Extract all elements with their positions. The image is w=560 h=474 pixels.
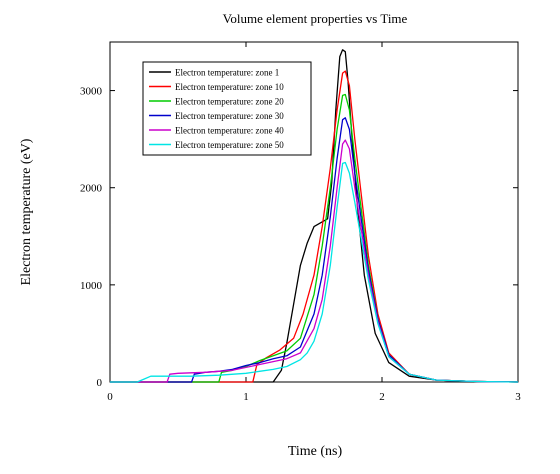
- y-tick-label: 3000: [80, 86, 103, 98]
- legend-box: [142, 61, 312, 156]
- legend-entry-label: Electron temperature: zone 30: [175, 111, 284, 121]
- legend-entry-label: Electron temperature: zone 40: [175, 126, 284, 136]
- legend-entry-label: Electron temperature: zone 10: [175, 82, 284, 92]
- plot-frame: [109, 41, 519, 383]
- x-tick-label: 3: [515, 391, 521, 403]
- y-tick-label: 0: [97, 377, 103, 389]
- y-tick-label: 2000: [80, 183, 103, 195]
- x-tick-label: 0: [107, 391, 113, 403]
- y-tick-label: 1000: [80, 280, 103, 292]
- series-line-6: [110, 161, 519, 383]
- chart-title: Volume element properties vs Time: [223, 11, 408, 26]
- series-line-1: [110, 49, 519, 383]
- legend-entry-label: Electron temperature: zone 50: [175, 140, 284, 150]
- legend: Electron temperature: zone 1 Electron tem…: [142, 61, 312, 156]
- y-axis-label: Electron temperature (eV): [19, 138, 34, 285]
- legend-entry-label: Electron temperature: zone 1: [175, 68, 279, 78]
- series-line-5: [110, 139, 519, 383]
- x-tick-label: 1: [243, 391, 249, 403]
- x-axis-label: Time (ns): [288, 444, 343, 459]
- x-tick-label: 2: [379, 391, 385, 403]
- series-line-2: [110, 70, 519, 383]
- legend-entry-label: Electron temperature: zone 20: [175, 97, 284, 107]
- series-layer: [110, 49, 519, 383]
